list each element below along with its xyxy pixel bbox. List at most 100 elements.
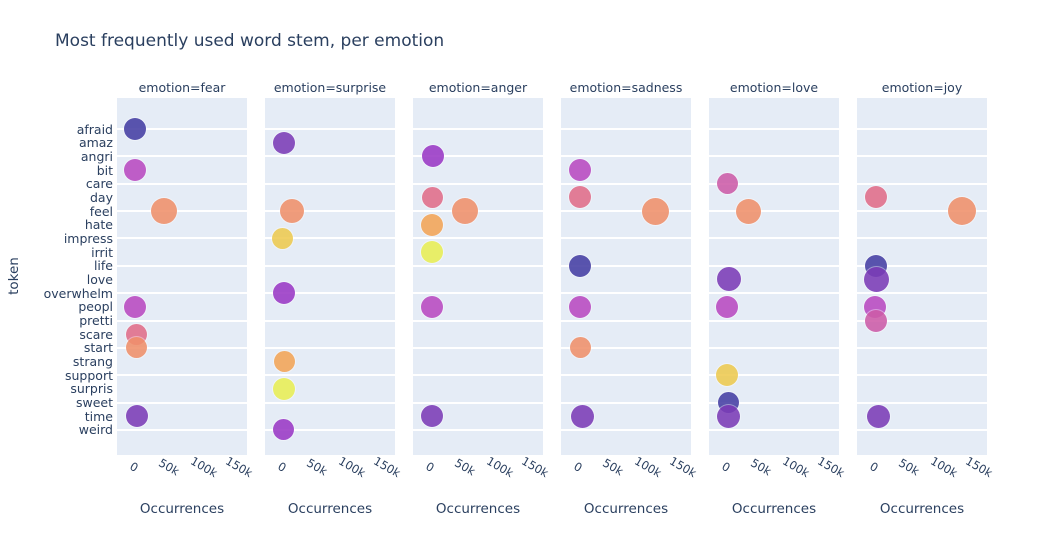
x-tick-label: 100k xyxy=(336,453,368,481)
gridline xyxy=(709,428,839,431)
scatter-point[interactable] xyxy=(569,337,591,359)
gridline xyxy=(265,128,395,130)
scatter-point[interactable] xyxy=(126,337,148,359)
scatter-point[interactable] xyxy=(735,198,761,224)
scatter-point[interactable] xyxy=(272,419,294,441)
x-tick-label: 50k xyxy=(304,455,330,479)
gridline xyxy=(117,401,247,404)
x-tick-label: 100k xyxy=(780,453,812,481)
scatter-point[interactable] xyxy=(421,145,444,168)
scatter-point[interactable] xyxy=(421,186,443,208)
gridline xyxy=(857,182,987,185)
gridline xyxy=(265,319,395,322)
scatter-point[interactable] xyxy=(716,295,739,318)
scatter-point[interactable] xyxy=(865,309,888,332)
gridline xyxy=(117,128,247,130)
scatter-point[interactable] xyxy=(717,404,741,428)
gridline xyxy=(857,374,987,377)
y-tick-label-surpris: surpris xyxy=(70,381,113,397)
scatter-point[interactable] xyxy=(125,405,148,428)
gridline xyxy=(265,237,395,240)
gridline xyxy=(117,182,247,185)
scatter-point[interactable] xyxy=(421,405,444,428)
gridline xyxy=(413,155,543,158)
x-axis-title: Occurrences xyxy=(139,501,225,517)
gridline xyxy=(561,428,691,431)
gridline xyxy=(117,237,247,240)
scatter-point[interactable] xyxy=(641,197,669,225)
facet-header-surprise: emotion=surprise xyxy=(273,80,387,95)
gridline xyxy=(413,237,543,240)
scatter-point[interactable] xyxy=(124,295,147,318)
scatter-point[interactable] xyxy=(279,199,304,224)
y-tick-label-care: care xyxy=(85,176,113,192)
scatter-point[interactable] xyxy=(569,295,592,318)
gridline xyxy=(709,264,839,267)
scatter-point[interactable] xyxy=(273,282,296,305)
y-tick-label-time: time xyxy=(84,408,113,424)
scatter-point[interactable] xyxy=(865,186,888,209)
x-tick-label: 50k xyxy=(748,455,774,479)
facet-header-sadness: emotion=sadness xyxy=(569,80,683,95)
x-tick-label: 150k xyxy=(223,453,255,481)
x-tick-label: 50k xyxy=(156,455,182,479)
gridline xyxy=(561,401,691,404)
scatter-point[interactable] xyxy=(421,295,444,318)
gridline xyxy=(117,210,247,213)
gridline xyxy=(709,401,839,404)
scatter-point[interactable] xyxy=(569,254,592,277)
facet-header-joy: emotion=joy xyxy=(881,80,963,95)
scatter-point[interactable] xyxy=(273,351,295,373)
x-axis-title: Occurrences xyxy=(435,501,521,517)
scatter-point[interactable] xyxy=(716,267,741,292)
y-tick-label-angri: angri xyxy=(80,148,113,164)
scatter-point[interactable] xyxy=(570,404,594,428)
y-tick-label-hate: hate xyxy=(84,217,113,233)
scatter-point[interactable] xyxy=(151,198,178,225)
gridline xyxy=(413,264,543,267)
scatter-point[interactable] xyxy=(273,377,296,400)
scatter-point[interactable] xyxy=(716,364,739,387)
facet-panel-fear[interactable] xyxy=(117,98,247,455)
gridline xyxy=(857,210,987,213)
x-tick-label: 100k xyxy=(632,453,664,481)
scatter-point[interactable] xyxy=(124,159,147,182)
x-tick-label: 0 xyxy=(127,459,141,475)
x-tick-label: 150k xyxy=(667,453,699,481)
x-tick-label: 150k xyxy=(815,453,847,481)
scatter-point[interactable] xyxy=(569,159,592,182)
y-tick-label-pretti: pretti xyxy=(79,313,113,329)
gridline xyxy=(413,428,543,431)
gridline xyxy=(709,374,839,377)
scatter-point[interactable] xyxy=(124,118,147,140)
gridline xyxy=(561,237,691,240)
gridline xyxy=(413,128,543,130)
y-tick-label-start: start xyxy=(83,340,113,356)
scatter-point[interactable] xyxy=(273,131,296,154)
scatter-point[interactable] xyxy=(421,213,444,236)
y-tick-label-love: love xyxy=(86,271,113,287)
y-tick-label-amaz: amaz xyxy=(78,135,113,151)
y-tick-label-life: life xyxy=(93,258,113,274)
scatter-point[interactable] xyxy=(569,186,592,209)
scatter-point[interactable] xyxy=(866,404,890,428)
scatter-point[interactable] xyxy=(716,173,738,195)
x-tick-label: 100k xyxy=(188,453,220,481)
scatter-point[interactable] xyxy=(864,266,890,292)
scatter-point[interactable] xyxy=(272,227,294,249)
gridline xyxy=(857,237,987,240)
scatter-point[interactable] xyxy=(947,197,976,226)
scatter-point[interactable] xyxy=(421,241,444,264)
x-tick-label: 0 xyxy=(423,459,437,475)
gridline xyxy=(857,401,987,404)
gridline xyxy=(857,428,987,431)
gridline xyxy=(857,128,987,130)
y-tick-label-overwhelm: overwhelm xyxy=(43,285,113,301)
scatter-point[interactable] xyxy=(452,198,478,225)
gridline xyxy=(561,346,691,349)
gridline xyxy=(857,155,987,158)
x-tick-label: 0 xyxy=(719,459,733,475)
gridline xyxy=(265,210,395,213)
chart-title: Most frequently used word stem, per emot… xyxy=(55,31,445,51)
